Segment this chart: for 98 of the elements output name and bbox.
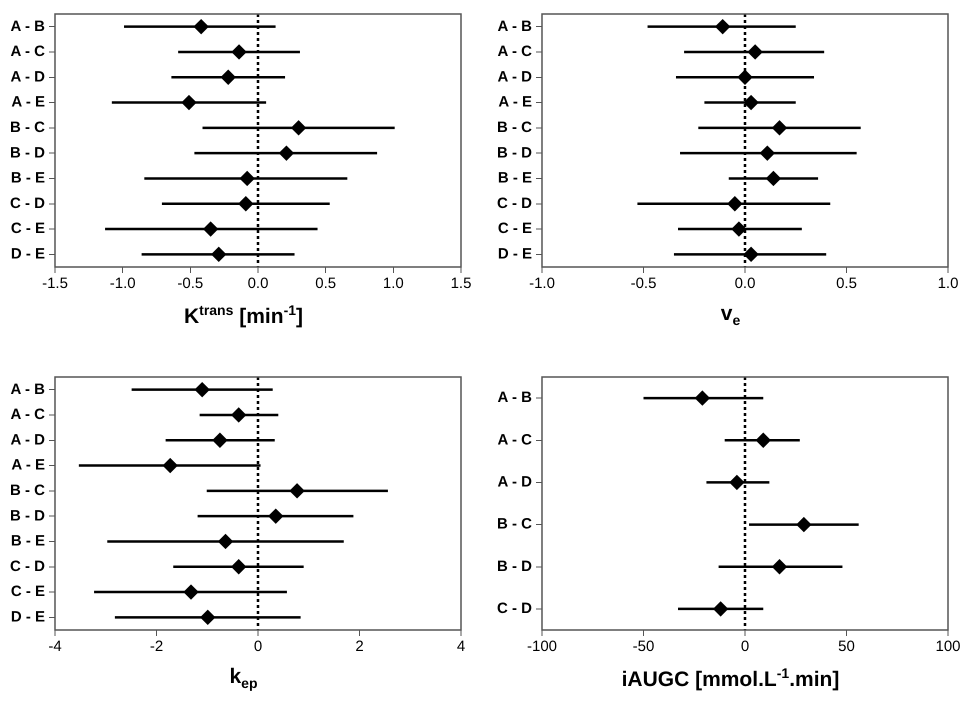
point (766, 170, 781, 186)
y-tick-label: B - D (496, 144, 532, 162)
y-tick-label: C - D (496, 194, 532, 212)
point (278, 146, 294, 161)
y-tick-label: C - D (10, 558, 46, 575)
x-tick-label: -1.5 (42, 275, 68, 292)
point (232, 44, 247, 60)
y-tick-label: B - D (10, 507, 46, 524)
point (200, 610, 216, 625)
point (194, 19, 209, 34)
y-tick-label: C - E (10, 583, 45, 600)
y-tick-label: B - C (496, 118, 532, 136)
point (240, 170, 255, 186)
y-tick-label: B - C (10, 118, 46, 136)
point (212, 432, 228, 448)
point (291, 120, 306, 136)
point (231, 559, 246, 574)
point (744, 95, 759, 110)
point (772, 120, 788, 136)
y-tick-label: B - E (498, 170, 532, 187)
point (756, 432, 771, 448)
x-axis-title: K$^{trans}$ [min$^{-1}$] (182, 302, 304, 329)
x-tick-label: -0.5 (177, 275, 204, 292)
point (290, 483, 305, 498)
y-tick-label: B - C (496, 516, 532, 533)
point (760, 146, 775, 161)
x-tick-label: 0.5 (836, 275, 857, 292)
point (748, 44, 763, 60)
point (211, 246, 226, 262)
point (694, 390, 710, 406)
y-tick-label: D - E (498, 245, 532, 262)
x-tick-label: 2 (355, 638, 364, 656)
x-tick-label: 1.0 (382, 275, 404, 292)
y-tick-label: A - C (498, 43, 532, 60)
y-tick-label: A - E (498, 94, 532, 111)
point (231, 407, 246, 422)
y-tick-label: A - C (10, 406, 46, 424)
y-tick-label: A - B (10, 380, 46, 398)
point (744, 246, 759, 262)
point (796, 517, 812, 532)
point (181, 95, 196, 110)
y-tick-label: D - E (10, 608, 45, 626)
x-tick-label: -2 (150, 638, 164, 656)
point (772, 559, 788, 574)
y-tick-label: A - C (10, 43, 46, 60)
x-tick-label: 0 (740, 638, 750, 656)
y-tick-label: C - D (496, 600, 532, 618)
x-tick-label: -1.0 (529, 275, 555, 292)
y-tick-label: A - B (498, 389, 532, 406)
point (729, 474, 744, 490)
point (713, 601, 728, 616)
x-tick-label: 0.0 (248, 275, 268, 292)
point (731, 222, 746, 237)
y-tick-label: A - B (10, 18, 46, 35)
x-tick-label: -50 (632, 638, 654, 656)
x-axis-title: v$_{e}$ (720, 302, 742, 328)
x-tick-label: 0.0 (734, 275, 756, 292)
point (220, 70, 236, 85)
y-tick-label: B - C (10, 482, 46, 499)
y-tick-label: B - D (10, 144, 46, 162)
point (203, 222, 218, 237)
x-tick-label: 50 (838, 638, 855, 656)
y-tick-label: B - D (496, 558, 532, 575)
point (184, 584, 199, 600)
point (162, 458, 178, 474)
x-axis-title: iAUGC [mmol.L$^{-1}$.min] (620, 665, 840, 692)
x-tick-label: 100 (935, 638, 961, 656)
y-tick-label: C - E (498, 220, 532, 238)
y-tick-label: A - C (498, 431, 532, 448)
y-tick-label: C - D (10, 194, 46, 212)
x-tick-label: 0 (254, 638, 262, 656)
y-tick-label: C - E (10, 220, 45, 238)
y-tick-label: B - E (10, 532, 45, 550)
point (727, 196, 742, 212)
x-tick-label: -1.0 (110, 275, 136, 292)
point (715, 19, 730, 34)
point (268, 508, 284, 524)
y-tick-label: A - E (11, 456, 45, 474)
y-tick-label: A - D (10, 431, 46, 448)
x-tick-label: -0.5 (630, 275, 656, 292)
y-tick-label: D - E (10, 245, 45, 262)
point (218, 534, 234, 549)
x-tick-label: 1.5 (450, 275, 472, 292)
y-tick-label: A - B (498, 18, 532, 35)
x-tick-label: 0.5 (315, 275, 336, 292)
x-tick-label: 1.0 (938, 275, 958, 292)
y-tick-label: A - D (10, 68, 46, 86)
x-tick-label: -100 (526, 638, 558, 656)
x-axis-title: k$_{ep}$ (228, 665, 259, 692)
y-tick-label: B - E (10, 170, 45, 187)
y-tick-label: A - E (11, 94, 45, 111)
point (194, 382, 210, 398)
y-tick-label: A - D (498, 68, 532, 86)
x-tick-label: 4 (456, 638, 466, 656)
x-tick-label: -4 (48, 638, 62, 656)
y-tick-label: A - D (498, 474, 532, 491)
point (238, 196, 254, 212)
point (738, 70, 752, 85)
